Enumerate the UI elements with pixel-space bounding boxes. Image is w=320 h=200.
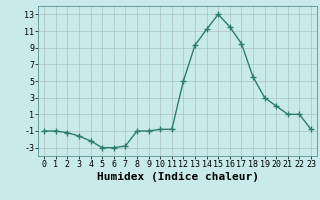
X-axis label: Humidex (Indice chaleur): Humidex (Indice chaleur): [97, 172, 259, 182]
